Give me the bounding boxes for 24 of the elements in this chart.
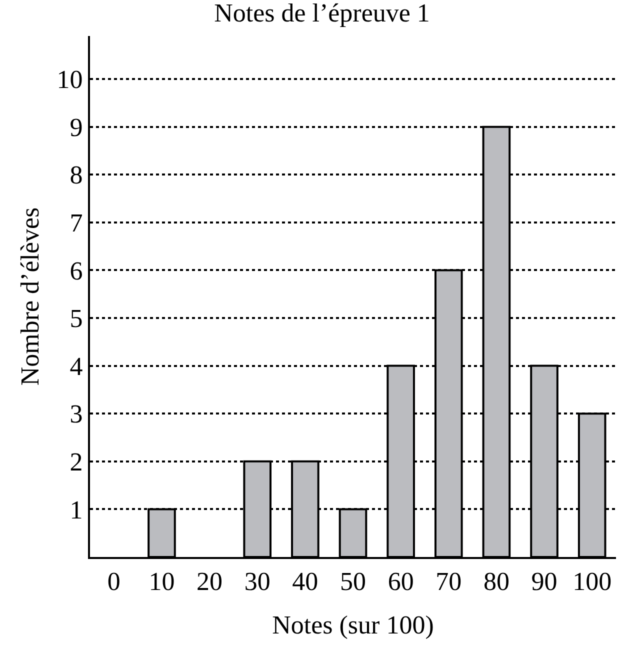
x-tick-label: 30 [244,567,270,596]
x-tick-label: 20 [196,567,223,596]
x-tick-label: 80 [483,567,510,596]
x-tick-label: 90 [531,567,558,596]
x-tick-label: 100 [572,567,612,596]
y-tick-label: 9 [70,112,83,142]
x-tick-label: 0 [107,567,120,596]
y-tick-label: 3 [70,400,83,429]
y-tick-label: 5 [70,304,83,334]
x-tick-label: 10 [148,567,175,596]
x-axis-title: Notes (sur 100) [272,610,434,640]
y-tick-label: 4 [70,352,83,381]
y-axis-title: Nombre d’élèves [16,207,45,386]
x-tick-label: 70 [436,567,462,596]
y-tick-label: 1 [70,495,83,524]
x-tick-label: 60 [388,567,414,596]
chart-title: Notes de l’épreuve 1 [214,0,430,28]
y-tick-label: 8 [70,160,83,190]
x-tick-label: 40 [292,567,318,596]
x-tick-label: 50 [340,567,366,596]
y-tick-label: 7 [70,208,83,238]
y-tick-label: 6 [70,256,83,286]
y-tick-label: 2 [70,448,83,476]
y-tick-label: 10 [56,65,83,94]
